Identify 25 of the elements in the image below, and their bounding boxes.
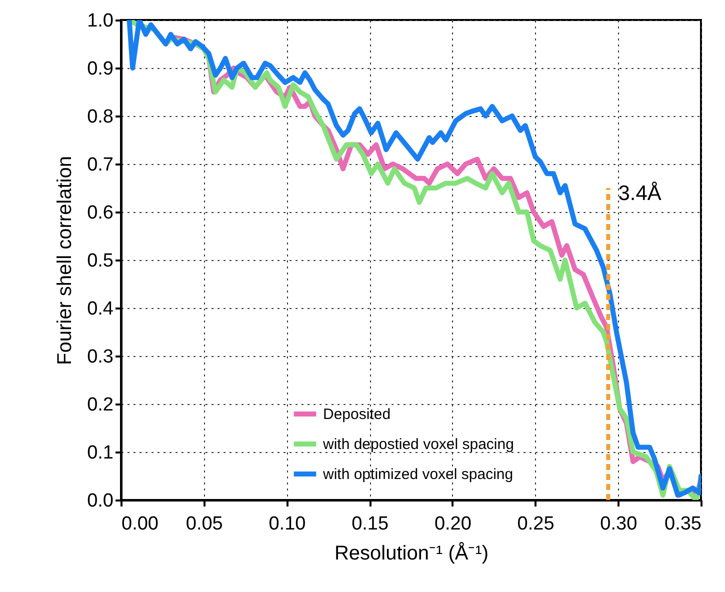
y-tick-label: 0.5 — [87, 250, 114, 272]
y-tick-label: 0.6 — [87, 202, 114, 224]
x-tick-label: 0.05 — [186, 514, 223, 534]
x-tick-label: 0.30 — [600, 514, 638, 534]
x-tick-label: 0.10 — [268, 514, 306, 534]
x-tick-label: 0.25 — [517, 514, 554, 534]
y-tick-label: 1.0 — [87, 10, 114, 32]
x-tick-label: 0.00 — [122, 514, 158, 534]
x-tick-label: 0.20 — [434, 514, 472, 534]
ref-line-label: 3.4Å — [618, 181, 662, 205]
y-tick-label: 0.8 — [87, 106, 114, 128]
y-tick-label: 0.9 — [87, 58, 114, 80]
y-tick-label: 0.0 — [87, 490, 114, 512]
x-axis-title: Resolution⁻¹ (Å⁻¹) — [334, 542, 489, 564]
legend-label: with depostied voxel spacing — [322, 436, 514, 453]
x-tick-label: 0.35 — [664, 514, 702, 534]
legend-label: with optimized voxel spacing — [322, 466, 514, 483]
y-tick-label: 0.2 — [87, 394, 114, 416]
y-tick-label: 0.3 — [87, 346, 114, 368]
y-tick-label: 0.1 — [87, 442, 114, 464]
x-tick-label: 0.15 — [352, 514, 389, 534]
y-tick-label: 0.4 — [87, 298, 114, 320]
y-tick-label: 0.7 — [87, 154, 114, 176]
legend-label: Deposited — [323, 406, 391, 423]
y-axis-title: Fourier shell correlation — [54, 156, 76, 365]
